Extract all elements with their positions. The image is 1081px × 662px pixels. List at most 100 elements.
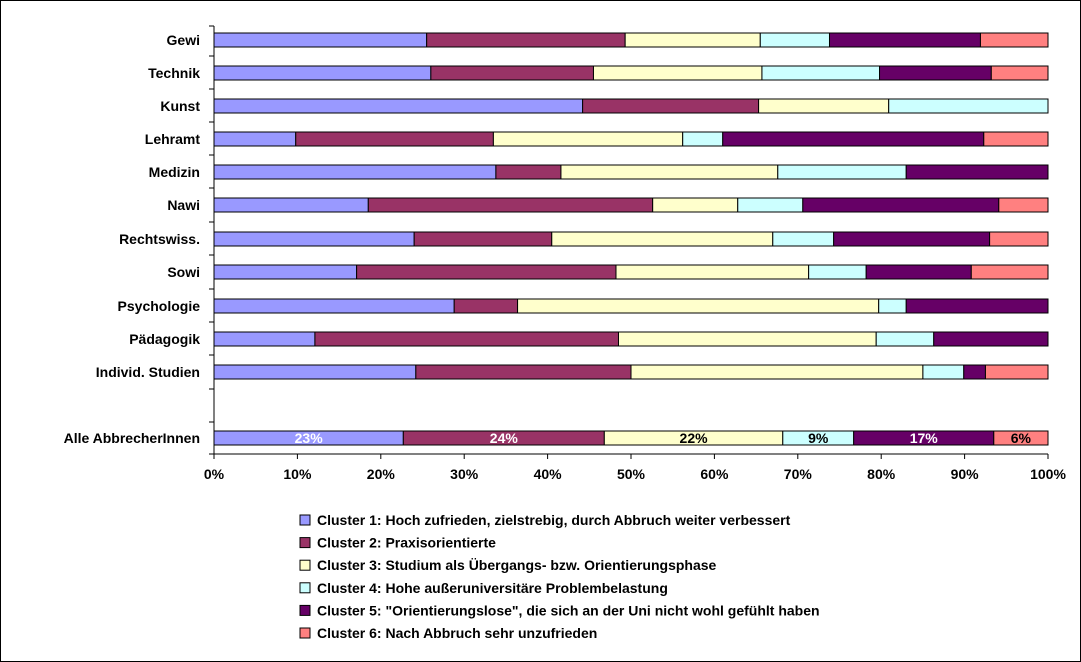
- category-label-lehramt: Lehramt: [145, 131, 201, 147]
- category-label-psychologie: Psychologie: [118, 298, 201, 314]
- bar-kunst-cluster-2: [582, 98, 760, 114]
- bar-sowi-cluster-3: [615, 264, 810, 280]
- data-label-alle-abbrecherinnen-cluster-4: 9%: [808, 430, 829, 446]
- category-label-sowi: Sowi: [167, 264, 200, 280]
- bar-individ-studien-cluster-3: [630, 364, 924, 380]
- bar-gewi-cluster-6: [979, 32, 1049, 48]
- bar-medizin-cluster-3: [560, 164, 779, 180]
- data-label-alle-abbrecherinnen-cluster-6: 6%: [1011, 430, 1032, 446]
- legend-label-cluster-2: Cluster 2: Praxisorientierte: [317, 535, 496, 551]
- bar-individ-studien-cluster-1: [213, 364, 417, 380]
- x-tick-label-9: 90%: [951, 466, 980, 482]
- bar-gewi-cluster-4: [759, 32, 830, 48]
- x-tick-label-8: 80%: [867, 466, 896, 482]
- bar-nawi-cluster-1: [213, 197, 369, 213]
- legend-swatch-cluster-3: [299, 559, 311, 571]
- bar-medizin-cluster-2: [495, 164, 562, 180]
- x-tick-label-10: 100%: [1030, 466, 1066, 482]
- legend-label-cluster-5: Cluster 5: "Orientierungslose", die sich…: [317, 602, 820, 618]
- category-label-gewi: Gewi: [167, 32, 200, 48]
- legend-label-cluster-1: Cluster 1: Hoch zufrieden, zielstrebig, …: [317, 512, 791, 528]
- legend-swatch-cluster-2: [299, 537, 311, 549]
- legend-label-cluster-3: Cluster 3: Studium als Übergangs- bzw. O…: [317, 557, 717, 573]
- bar-kunst-cluster-4: [888, 98, 1049, 114]
- bar-gewi-cluster-3: [624, 32, 761, 48]
- bar-rechtswiss-cluster-2: [413, 231, 553, 247]
- legend-label-cluster-6: Cluster 6: Nach Abbruch sehr unzufrieden: [317, 625, 597, 641]
- bar-nawi-cluster-3: [652, 197, 739, 213]
- data-label-alle-abbrecherinnen-cluster-2: 24%: [490, 430, 519, 446]
- bar-sowi-cluster-4: [808, 264, 867, 280]
- bar-gewi-cluster-5: [828, 32, 981, 48]
- bar-p-dagogik-cluster-2: [314, 331, 619, 347]
- bar-nawi-cluster-5: [802, 197, 1000, 213]
- category-label-technik: Technik: [148, 65, 200, 81]
- x-tick-label-4: 40%: [534, 466, 563, 482]
- data-labels: 23% 24% 22% 9% 17% 6%: [295, 430, 1032, 446]
- bar-lehramt-cluster-2: [295, 131, 494, 147]
- bar-psychologie-cluster-2: [453, 298, 519, 314]
- bar-sowi-cluster-6: [970, 264, 1049, 280]
- bar-sowi-cluster-2: [356, 264, 617, 280]
- legend-label-cluster-4: Cluster 4: Hohe außeruniversitäre Proble…: [317, 580, 668, 596]
- bar-lehramt-cluster-3: [492, 131, 684, 147]
- bar-gewi-cluster-2: [426, 32, 626, 48]
- bar-lehramt-cluster-5: [722, 131, 985, 147]
- legend-swatch-cluster-1: [299, 514, 311, 526]
- bar-individ-studien-cluster-5: [963, 364, 986, 380]
- data-label-alle-abbrecherinnen-cluster-5: 17%: [910, 430, 939, 446]
- bar-nawi-cluster-2: [367, 197, 654, 213]
- bar-p-dagogik-cluster-3: [617, 331, 877, 347]
- bar-kunst-cluster-1: [213, 98, 584, 114]
- x-tick-label-3: 30%: [450, 466, 479, 482]
- bar-lehramt-cluster-1: [213, 131, 297, 147]
- bar-psychologie-cluster-5: [905, 298, 1049, 314]
- x-tick-label-6: 60%: [700, 466, 729, 482]
- bar-technik-cluster-2: [430, 65, 594, 81]
- bar-p-dagogik-cluster-5: [933, 331, 1049, 347]
- x-tick-label-7: 70%: [784, 466, 813, 482]
- bar-technik-cluster-4: [761, 65, 881, 81]
- legend-swatch-cluster-6: [299, 627, 311, 639]
- bar-technik-cluster-3: [592, 65, 763, 81]
- legend-swatch-cluster-4: [299, 582, 311, 594]
- bar-medizin-cluster-1: [213, 164, 497, 180]
- legend-swatch-cluster-5: [299, 604, 311, 616]
- bar-kunst-cluster-3: [758, 98, 890, 114]
- bar-rechtswiss-cluster-1: [213, 231, 415, 247]
- legend: Cluster 1: Hoch zufrieden, zielstrebig, …: [299, 512, 820, 641]
- x-tick-label-5: 50%: [617, 466, 646, 482]
- bar-individ-studien-cluster-2: [415, 364, 632, 380]
- category-label-kunst: Kunst: [160, 98, 200, 114]
- category-labels: Gewi Technik Kunst Lehramt Medizin Nawi Rechts…: [64, 32, 201, 446]
- bar-psychologie-cluster-4: [878, 298, 907, 314]
- bar-medizin-cluster-4: [777, 164, 907, 180]
- bar-technik-cluster-6: [990, 65, 1049, 81]
- bar-individ-studien-cluster-6: [984, 364, 1049, 380]
- bar-nawi-cluster-6: [998, 197, 1049, 213]
- bar-individ-studien-cluster-4: [922, 364, 965, 380]
- bar-nawi-cluster-4: [737, 197, 804, 213]
- data-label-alle-abbrecherinnen-cluster-1: 23%: [295, 430, 324, 446]
- bar-rechtswiss-cluster-4: [772, 231, 835, 247]
- x-tick-label-1: 10%: [283, 466, 312, 482]
- bar-rechtswiss-cluster-3: [551, 231, 774, 247]
- bar-rechtswiss-cluster-5: [833, 231, 991, 247]
- category-label-medizin: Medizin: [149, 164, 200, 180]
- bar-medizin-cluster-5: [905, 164, 1049, 180]
- category-label-nawi: Nawi: [167, 197, 200, 213]
- bar-technik-cluster-5: [879, 65, 992, 81]
- x-tick-label-2: 20%: [367, 466, 396, 482]
- bar-alle-abbrecherinnen-cluster-6: [993, 430, 1049, 446]
- bar-lehramt-cluster-6: [983, 131, 1049, 147]
- data-label-alle-abbrecherinnen-cluster-3: 22%: [680, 430, 709, 446]
- bar-gewi-cluster-1: [213, 32, 428, 48]
- bars-layer: [213, 32, 1049, 446]
- bar-sowi-cluster-5: [865, 264, 972, 280]
- bar-sowi-cluster-1: [213, 264, 358, 280]
- bar-lehramt-cluster-4: [682, 131, 724, 147]
- bar-p-dagogik-cluster-1: [213, 331, 316, 347]
- category-label-alle-abbrecherinnen: Alle AbbrecherInnen: [64, 430, 200, 446]
- bar-technik-cluster-1: [213, 65, 432, 81]
